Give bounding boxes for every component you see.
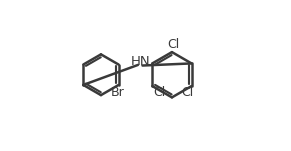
Text: Cl: Cl: [153, 86, 165, 99]
Text: Br: Br: [111, 86, 125, 99]
Text: Cl: Cl: [182, 86, 194, 99]
Text: HN: HN: [130, 55, 150, 68]
Text: Cl: Cl: [167, 38, 180, 51]
